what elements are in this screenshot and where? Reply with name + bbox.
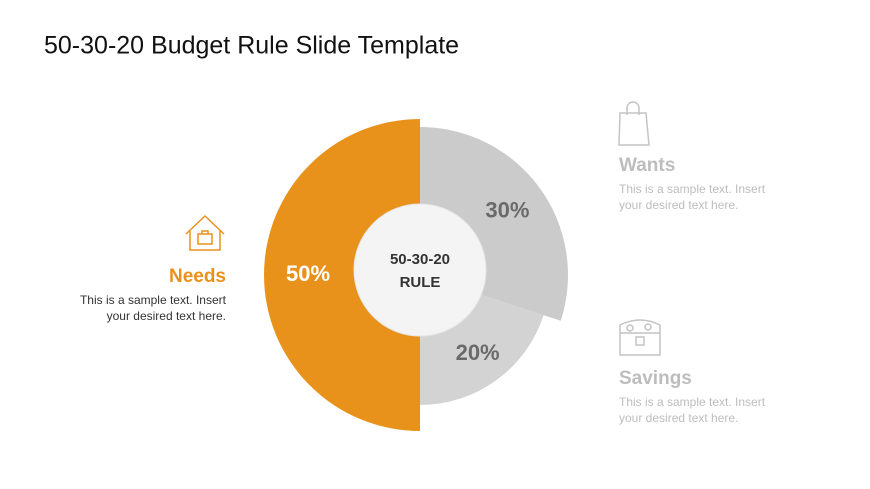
center-label: 50-30-20 <box>390 251 450 268</box>
center-circle <box>353 203 487 337</box>
slice <box>264 119 420 431</box>
chest-icon <box>619 319 661 356</box>
description: This is a sample text. Insert <box>619 182 766 196</box>
description: This is a sample text. Insert <box>619 395 766 409</box>
value-label: 20% <box>456 340 500 365</box>
description: your desired text here. <box>619 198 738 212</box>
description: your desired text here. <box>619 411 738 425</box>
chart-title: 50-30-20 Budget Rule Slide Template <box>44 32 459 60</box>
house-icon <box>185 214 225 251</box>
slice <box>420 127 568 321</box>
slice <box>420 293 544 405</box>
category-label: Wants <box>619 155 675 176</box>
donut <box>264 119 568 431</box>
description: your desired text here. <box>107 309 226 323</box>
center-label: RULE <box>400 274 441 291</box>
value-label: 50% <box>286 261 330 286</box>
value-label: 30% <box>485 197 529 222</box>
bag-icon <box>618 101 650 146</box>
category-label: Needs <box>169 266 226 287</box>
description: This is a sample text. Insert <box>80 293 227 307</box>
category-label: Savings <box>619 368 692 389</box>
